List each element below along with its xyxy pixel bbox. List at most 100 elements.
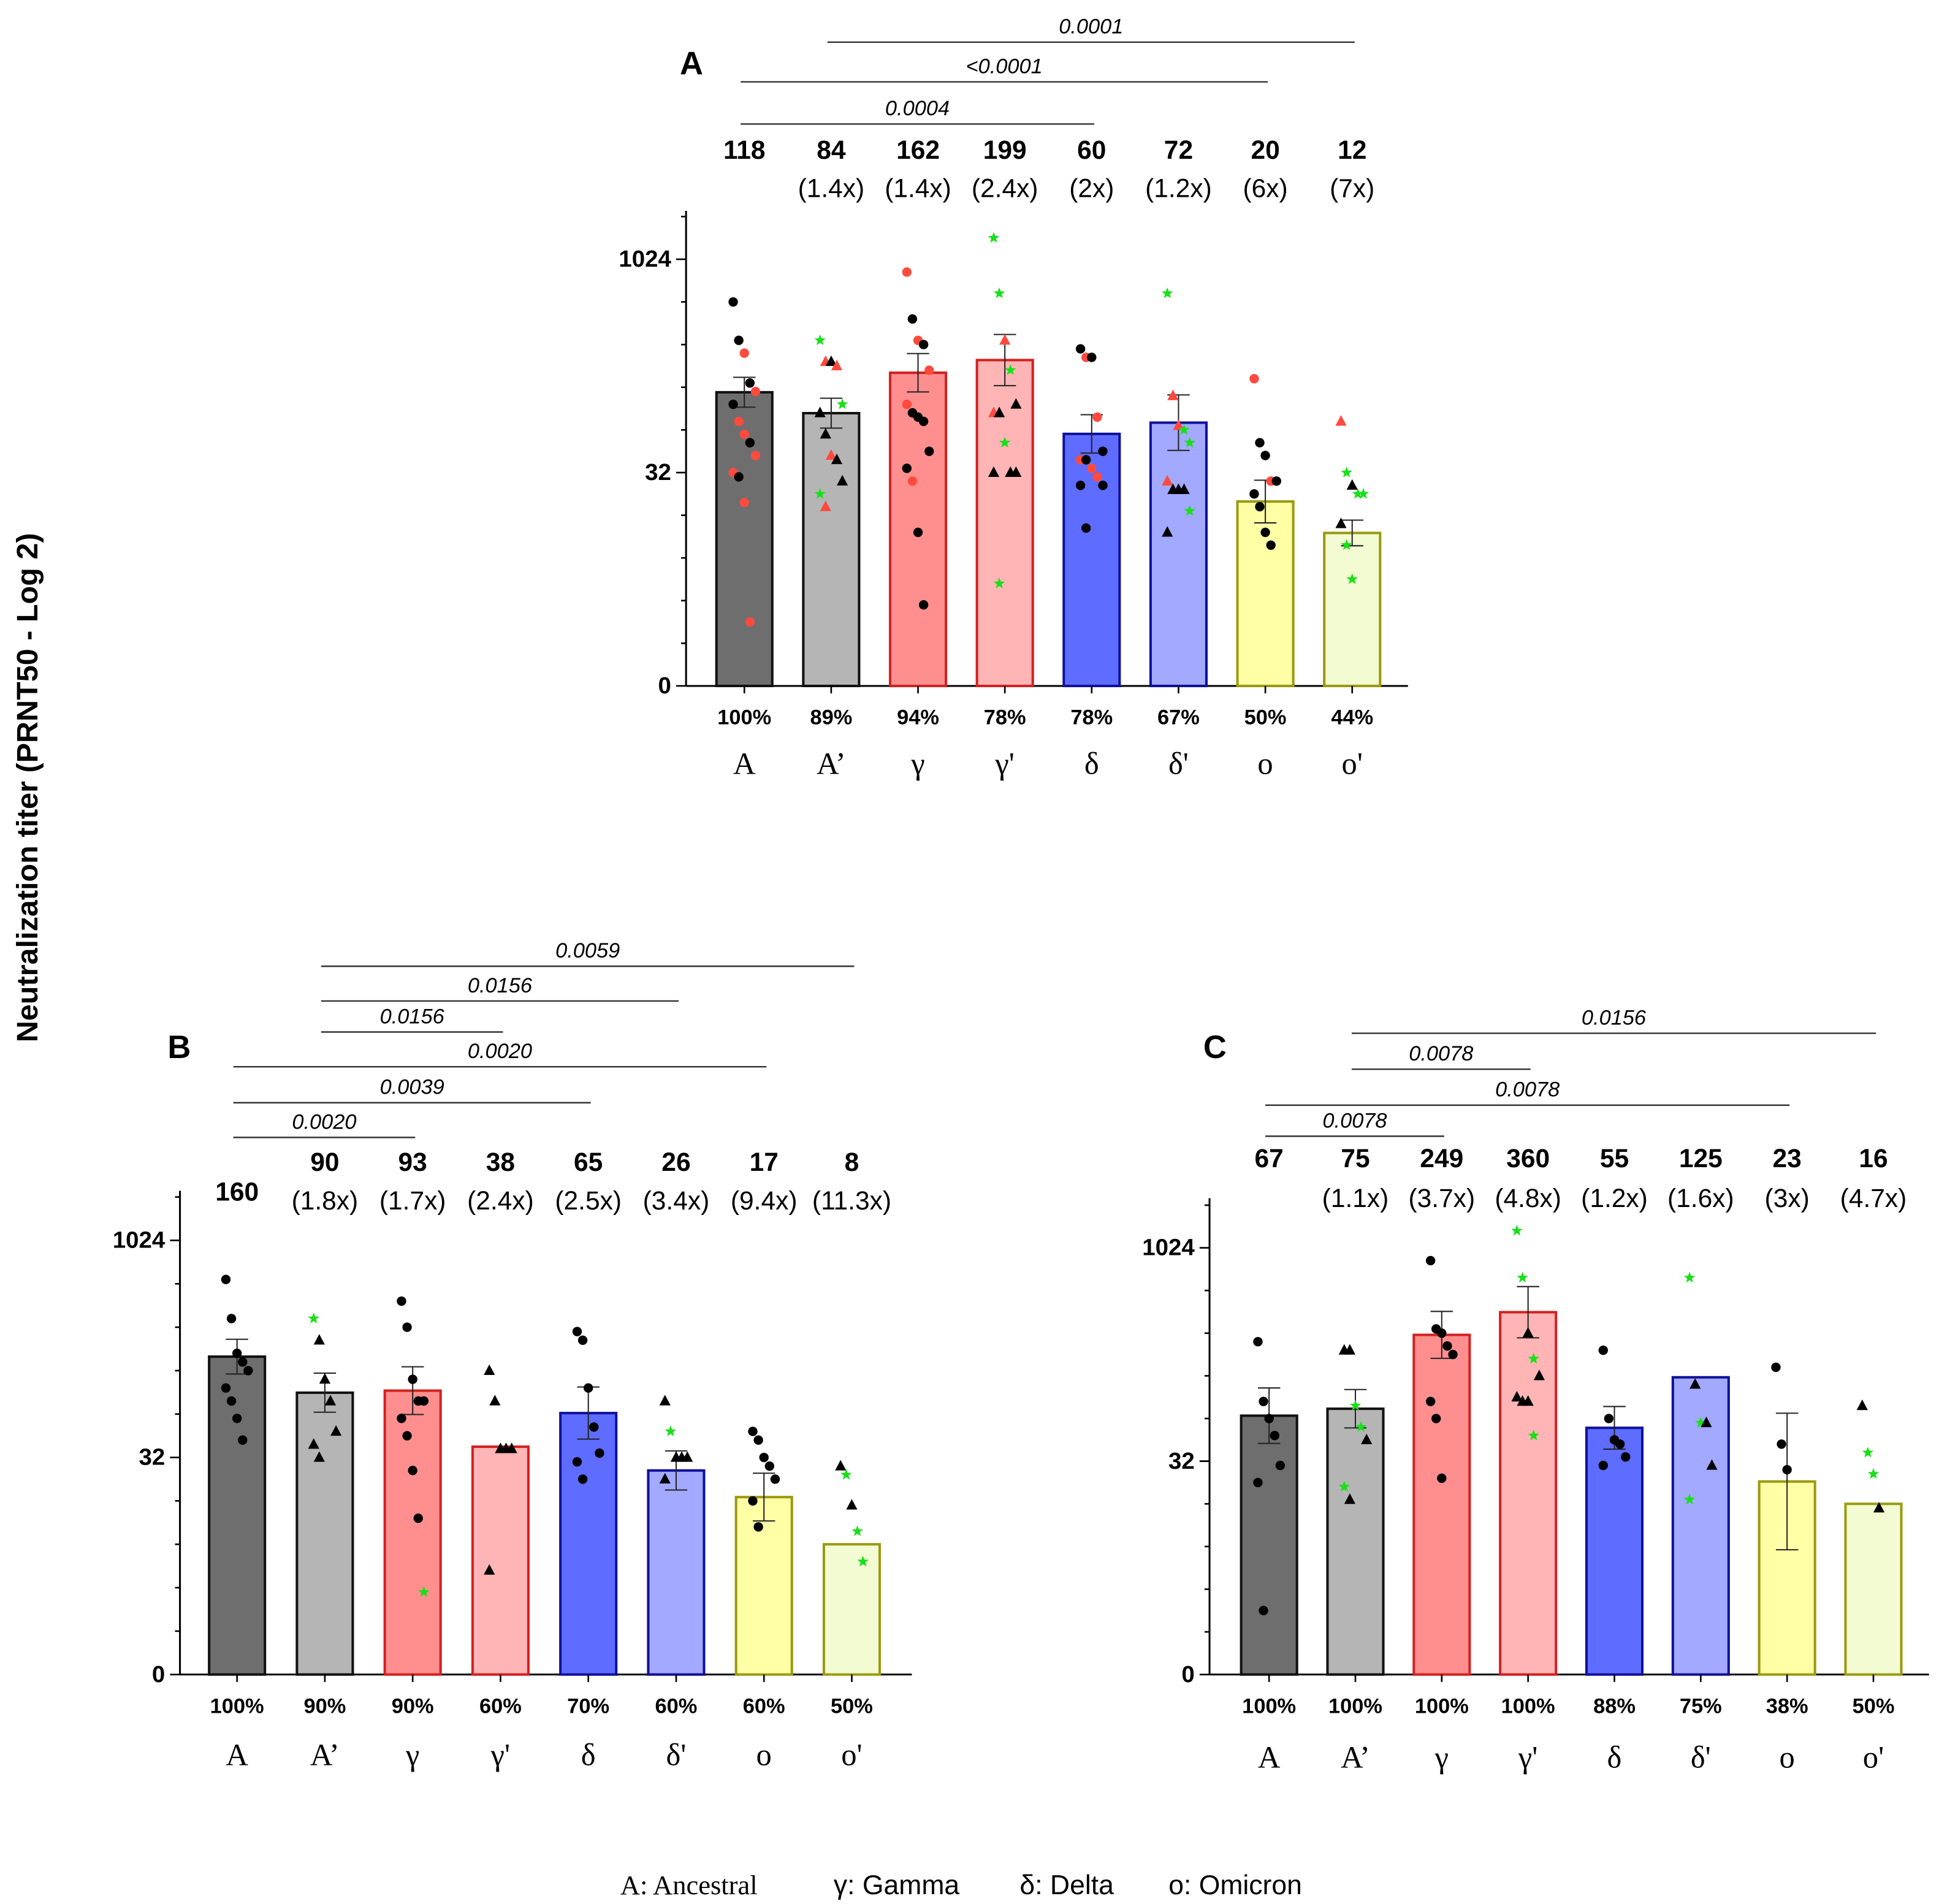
p-value-label: 0.0156 [1582, 1006, 1647, 1029]
data-point-triangle [489, 1395, 501, 1406]
data-point-circle [1621, 1452, 1631, 1462]
p-value-label: 0.0156 [380, 1005, 445, 1028]
data-point-star [1349, 1399, 1362, 1411]
fold-label: (9.4x) [731, 1187, 798, 1216]
data-point-circle [1425, 1255, 1436, 1266]
y-axis-title: Neutralization titer (PRNT50 - Log 2) [11, 533, 44, 1043]
gmt-label: 16 [1859, 1144, 1888, 1173]
bar-ο' [1844, 1502, 1903, 1676]
fold-label: (1.6x) [1667, 1184, 1734, 1213]
bar-γ [383, 1389, 442, 1676]
gmt-label: 90 [310, 1148, 339, 1177]
data-point-star [1355, 1421, 1367, 1432]
data-point-triangle [1689, 1378, 1701, 1389]
data-point-circle [243, 1366, 253, 1376]
data-point-triangle [1706, 1459, 1718, 1470]
data-point-star [1867, 1468, 1880, 1479]
data-point-circle [907, 476, 918, 486]
fold-label: (1.2x) [1581, 1184, 1648, 1213]
data-point-triangle [846, 1499, 858, 1510]
bar-A’ [1326, 1407, 1385, 1676]
data-point-triangle [1335, 415, 1347, 426]
data-point-circle [584, 1383, 593, 1393]
data-point-circle [739, 429, 749, 439]
data-point-star [1517, 1271, 1528, 1283]
percent-label: 100% [1328, 1694, 1382, 1718]
data-point-star [814, 334, 826, 346]
data-point-circle [1431, 1414, 1441, 1423]
data-point-circle [734, 472, 744, 482]
p-value-label: 0.0078 [1322, 1109, 1387, 1132]
gmt-label: 360 [1506, 1144, 1550, 1173]
data-point-circle [739, 497, 749, 508]
data-point-circle [728, 399, 738, 409]
data-point-circle [1604, 1414, 1614, 1423]
data-point-circle [397, 1414, 406, 1423]
data-point-circle [572, 1327, 582, 1336]
data-point-circle [734, 416, 744, 427]
data-point-circle [1271, 476, 1281, 486]
percent-label: 50% [1853, 1694, 1895, 1718]
percent-label: 60% [655, 1694, 698, 1718]
data-point-circle [589, 1422, 599, 1432]
percent-label: 38% [1766, 1694, 1808, 1718]
fold-label: (1.4x) [885, 175, 951, 204]
data-point-star [851, 1525, 863, 1536]
data-point-circle [1260, 527, 1270, 538]
category-label: δ [581, 1737, 596, 1772]
data-point-circle [408, 1374, 417, 1384]
percent-label: 100% [1242, 1694, 1296, 1718]
bar-γ' [975, 359, 1034, 687]
category-label: γ [405, 1737, 419, 1772]
gmt-label: 20 [1251, 136, 1279, 165]
percent-label: 70% [567, 1694, 609, 1718]
category-label: A’ [817, 747, 846, 781]
data-point-circle [739, 348, 749, 358]
gmt-label: 162 [896, 136, 940, 165]
category-label: γ [910, 747, 924, 781]
data-point-star [1184, 436, 1195, 448]
y-tick-label: 0 [658, 672, 671, 699]
data-point-star [1695, 1417, 1707, 1428]
percent-label: 90% [392, 1694, 434, 1718]
data-point-circle [1249, 374, 1259, 384]
data-point-star [1528, 1430, 1540, 1441]
data-point-circle [1771, 1362, 1781, 1373]
data-point-star [1683, 1493, 1696, 1505]
data-point-star [1357, 488, 1369, 499]
data-point-circle [572, 1457, 582, 1467]
data-point-circle [1092, 472, 1102, 482]
data-point-triangle [814, 406, 826, 417]
data-point-circle [918, 340, 929, 349]
fold-label: (2.5x) [555, 1187, 622, 1216]
data-point-triangle [308, 1438, 319, 1449]
fold-label: (1.1x) [1322, 1184, 1389, 1213]
fold-label: (1.4x) [798, 175, 865, 204]
data-point-star [993, 577, 1005, 588]
data-point-star [308, 1312, 319, 1323]
data-point-circle [1442, 1341, 1452, 1351]
y-tick-label: 1024 [113, 1227, 166, 1254]
data-point-triangle [484, 1364, 495, 1375]
category-label: A’ [1341, 1740, 1370, 1774]
data-point-circle [1081, 455, 1091, 465]
legend-ancestral: A: Ancestral [620, 1870, 758, 1900]
data-point-circle [1270, 1431, 1279, 1441]
data-point-triangle [682, 1451, 693, 1462]
data-point-circle [748, 1496, 758, 1506]
data-point-circle [1275, 1460, 1286, 1471]
category-label: δ [1607, 1740, 1622, 1774]
category-label: A’ [310, 1737, 340, 1772]
data-point-triangle [820, 500, 831, 511]
fold-label: (2.4x) [467, 1187, 534, 1216]
data-point-circle [918, 600, 929, 610]
legend-delta: δ: Delta [1019, 1870, 1114, 1900]
data-point-triangle [324, 1395, 337, 1406]
data-point-circle [745, 438, 755, 447]
percent-label: 94% [897, 706, 939, 729]
data-point-triangle [1162, 526, 1173, 537]
data-point-circle [1255, 438, 1265, 447]
gmt-label: 118 [723, 136, 766, 165]
data-point-circle [577, 1474, 588, 1484]
data-point-circle [1098, 481, 1108, 490]
